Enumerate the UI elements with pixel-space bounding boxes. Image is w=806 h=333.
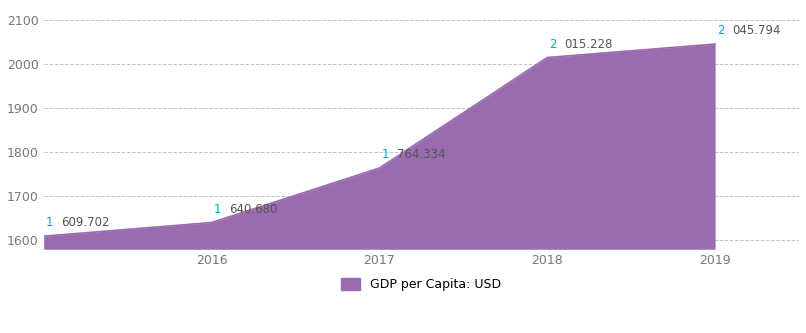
Text: 1: 1 — [47, 216, 58, 229]
Text: 609.702: 609.702 — [61, 216, 110, 229]
Text: 2: 2 — [718, 24, 729, 37]
Text: 015.228: 015.228 — [565, 38, 613, 51]
Text: 1: 1 — [214, 202, 226, 215]
Legend: GDP per Capita: USD: GDP per Capita: USD — [336, 273, 506, 296]
Text: 640.680: 640.680 — [229, 202, 277, 215]
Text: 1: 1 — [382, 148, 393, 161]
Text: 045.794: 045.794 — [733, 24, 781, 37]
Text: 764.334: 764.334 — [397, 148, 446, 161]
Text: 2: 2 — [550, 38, 561, 51]
